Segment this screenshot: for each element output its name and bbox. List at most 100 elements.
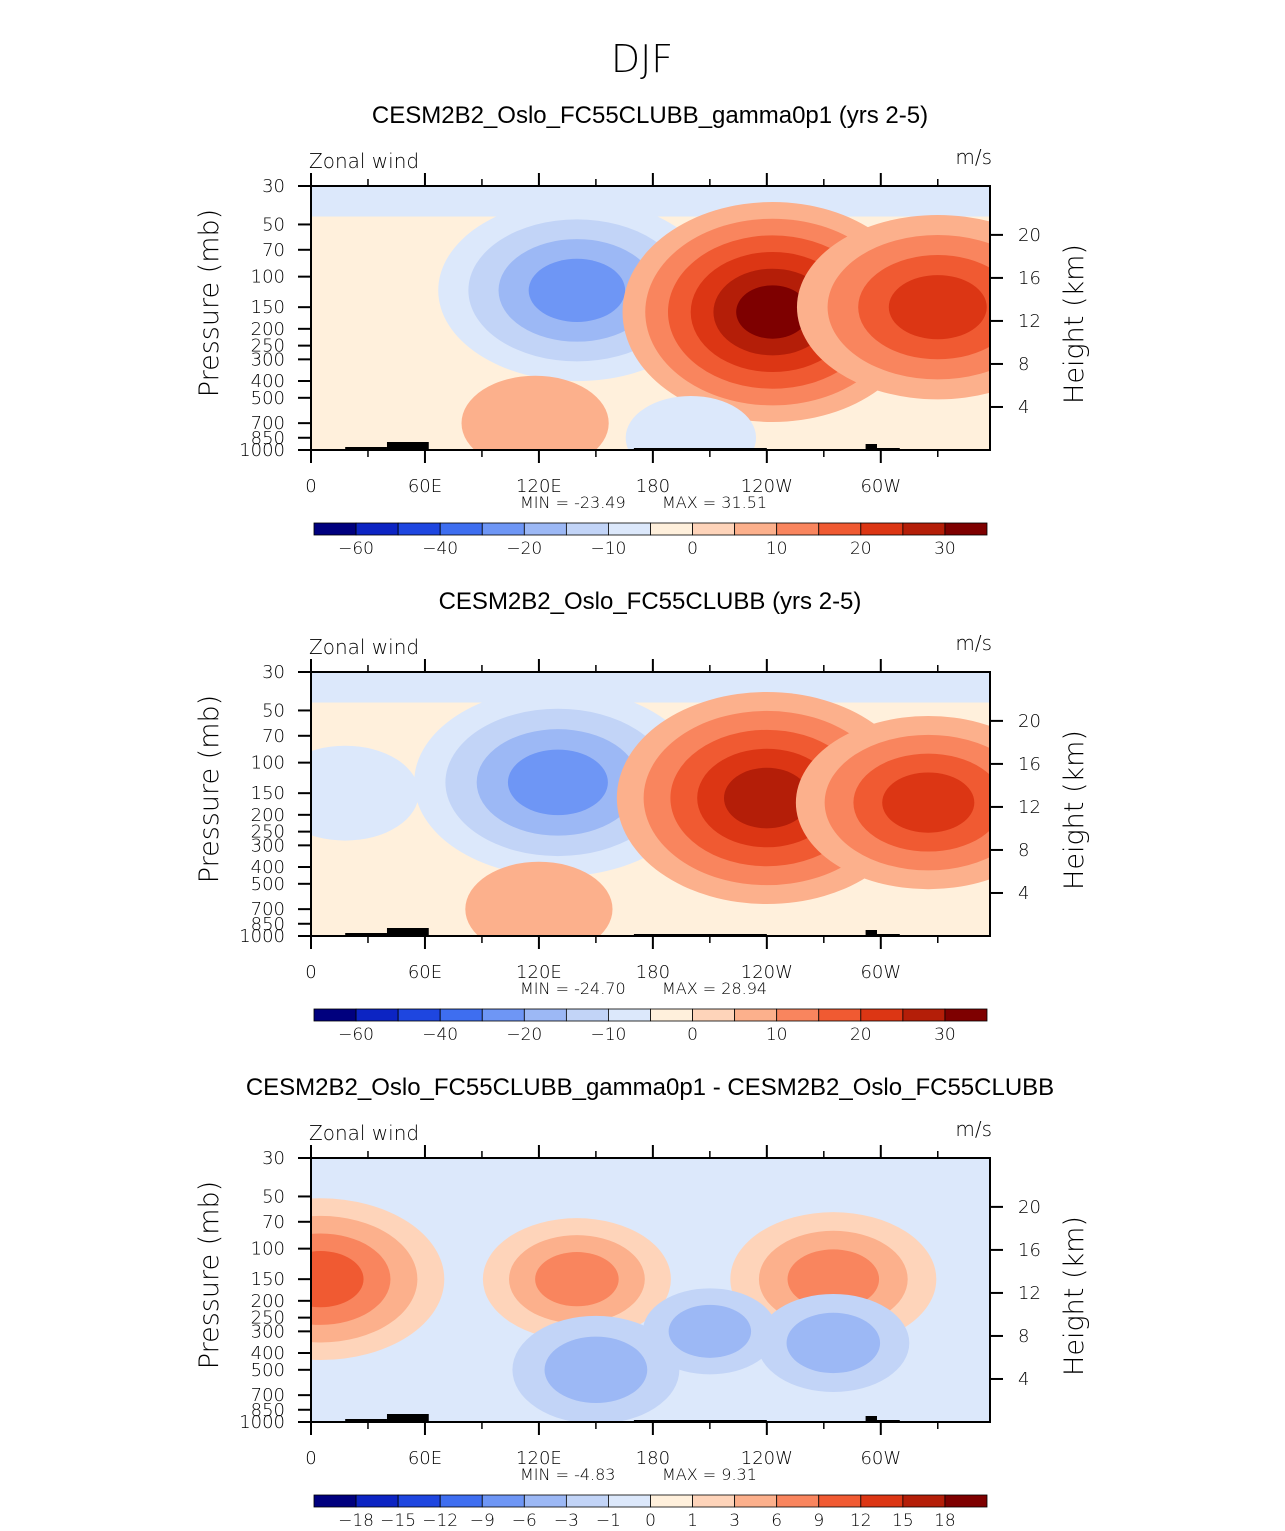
colorbar-label: −18: [338, 1511, 374, 1531]
colorbar-swatch: [397, 522, 441, 536]
contour-region: [888, 275, 987, 340]
min-label: MIN = -4.83: [520, 1465, 615, 1484]
colorbar-swatch: [313, 1494, 357, 1508]
colorbar-swatch: [439, 522, 483, 536]
upper-band: [311, 672, 990, 703]
pressure-tick-label: 250: [251, 822, 285, 843]
topography: [345, 447, 387, 450]
topography: [865, 930, 877, 936]
colorbar-label: 10: [766, 539, 788, 559]
colorbar-label: 0: [687, 539, 698, 559]
colorbar: −18 −15 −12 −9 −6 −3 −1 0 1 3 6 9 12 15 18: [313, 1494, 988, 1531]
topography: [386, 1414, 429, 1422]
units-label: m/s: [955, 145, 992, 169]
min-label: MIN = -24.70: [520, 979, 626, 998]
colorbar-swatch: [944, 522, 988, 536]
colorbar-swatch: [902, 1494, 946, 1508]
contour-region: [528, 258, 626, 322]
x-tick-label: 120W: [741, 1448, 793, 1469]
colorbar-swatch: [650, 1008, 693, 1022]
colorbar-swatch: [355, 1008, 399, 1022]
ylabel-left: Pressure (mb): [194, 1181, 225, 1369]
colorbar-swatch: [313, 1008, 357, 1022]
height-tick-label: 4: [1018, 883, 1029, 904]
colorbar-label: −3: [554, 1511, 579, 1531]
colorbar-label: −60: [338, 1025, 374, 1045]
colorbar-label: 0: [687, 1025, 698, 1045]
pressure-tick-label: 70: [262, 726, 285, 747]
colorbar: −60 −40 −20 −10 0 10 20 30: [313, 522, 988, 559]
panel-title: CESM2B2_Oslo_FC55CLUBB_gamma0p1 - CESM2B…: [246, 1074, 1054, 1101]
pressure-tick-label: 700: [251, 899, 285, 920]
height-tick-label: 4: [1018, 1369, 1029, 1390]
height-tick-label: 20: [1018, 1197, 1041, 1218]
pressure-tick-label: 150: [251, 297, 285, 318]
height-tick-label: 12: [1018, 797, 1041, 818]
contour-region: [736, 285, 809, 339]
x-tick-label: 0: [305, 1448, 316, 1469]
topography: [865, 444, 877, 450]
x-tick-label: 60E: [408, 1448, 442, 1469]
colorbar-swatch: [776, 1008, 820, 1022]
colorbar-swatch: [565, 1494, 609, 1508]
x-tick-label: 120E: [516, 476, 562, 497]
pressure-tick-label: 1000: [239, 926, 285, 947]
colorbar-swatch: [523, 522, 567, 536]
x-tick-label: 120E: [516, 1448, 562, 1469]
height-tick-label: 16: [1018, 1240, 1041, 1261]
panel-3: CESM2B2_Oslo_FC55CLUBB_gamma0p1 - CESM2B…: [194, 1074, 1090, 1531]
contour-region: [723, 767, 810, 829]
colorbar-swatch: [439, 1494, 483, 1508]
pressure-tick-label: 30: [262, 176, 285, 197]
colorbar-label: 30: [934, 539, 956, 559]
pressure-tick-label: 200: [251, 319, 285, 340]
panel-title: CESM2B2_Oslo_FC55CLUBB_gamma0p1 (yrs 2-5…: [372, 102, 928, 129]
colorbar-swatch: [481, 522, 525, 536]
topography: [386, 928, 429, 936]
height-tick-label: 8: [1018, 1326, 1029, 1347]
pressure-tick-label: 400: [251, 857, 285, 878]
pressure-tick-label: 70: [262, 1212, 285, 1233]
colorbar-swatch: [734, 1008, 778, 1022]
colorbar-label: 0: [645, 1511, 656, 1531]
max-label: MAX = 9.31: [662, 1465, 757, 1484]
figure-title: DJF: [611, 37, 673, 81]
contour-region: [461, 375, 609, 450]
plot-frame: [310, 185, 991, 451]
max-label: MAX = 31.51: [662, 493, 767, 512]
pressure-tick-label: 850: [251, 1400, 285, 1421]
contour-region: [882, 772, 975, 833]
contour-region: [311, 745, 419, 841]
colorbar-swatch: [355, 522, 399, 536]
colorbar-label: 20: [850, 539, 872, 559]
contour-region: [535, 1252, 619, 1307]
colorbar-swatch: [523, 1494, 567, 1508]
colorbar-swatch: [608, 1008, 651, 1022]
panel-title: CESM2B2_Oslo_FC55CLUBB (yrs 2-5): [439, 588, 862, 615]
colorbar-swatch: [650, 1494, 693, 1508]
colorbar-label: −40: [422, 539, 458, 559]
plot-frame: [310, 1157, 991, 1423]
colorbar-label: −12: [422, 1511, 458, 1531]
max-label: MAX = 28.94: [662, 979, 767, 998]
contour-region: [786, 1312, 881, 1374]
colorbar-swatch: [313, 522, 357, 536]
colorbar-swatch: [439, 1008, 483, 1022]
colorbar-swatch: [692, 1494, 736, 1508]
colorbar-label: −20: [506, 1025, 542, 1045]
contour-region: [311, 1251, 364, 1308]
colorbar-swatch: [355, 1494, 399, 1508]
topography: [865, 1416, 877, 1422]
colorbar-label: 15: [892, 1511, 914, 1531]
ylabel-right: Height (km): [1059, 730, 1090, 890]
pressure-tick-label: 300: [251, 1321, 285, 1342]
x-tick-label: 0: [305, 476, 316, 497]
colorbar-label: −10: [590, 1025, 626, 1045]
pressure-tick-label: 700: [251, 1385, 285, 1406]
plot-frame: [310, 671, 991, 937]
colorbar-swatch: [902, 522, 946, 536]
contour-field: [311, 186, 990, 450]
x-tick-label: 180: [636, 962, 670, 983]
topography: [345, 933, 387, 936]
pressure-tick-label: 50: [262, 1186, 285, 1207]
